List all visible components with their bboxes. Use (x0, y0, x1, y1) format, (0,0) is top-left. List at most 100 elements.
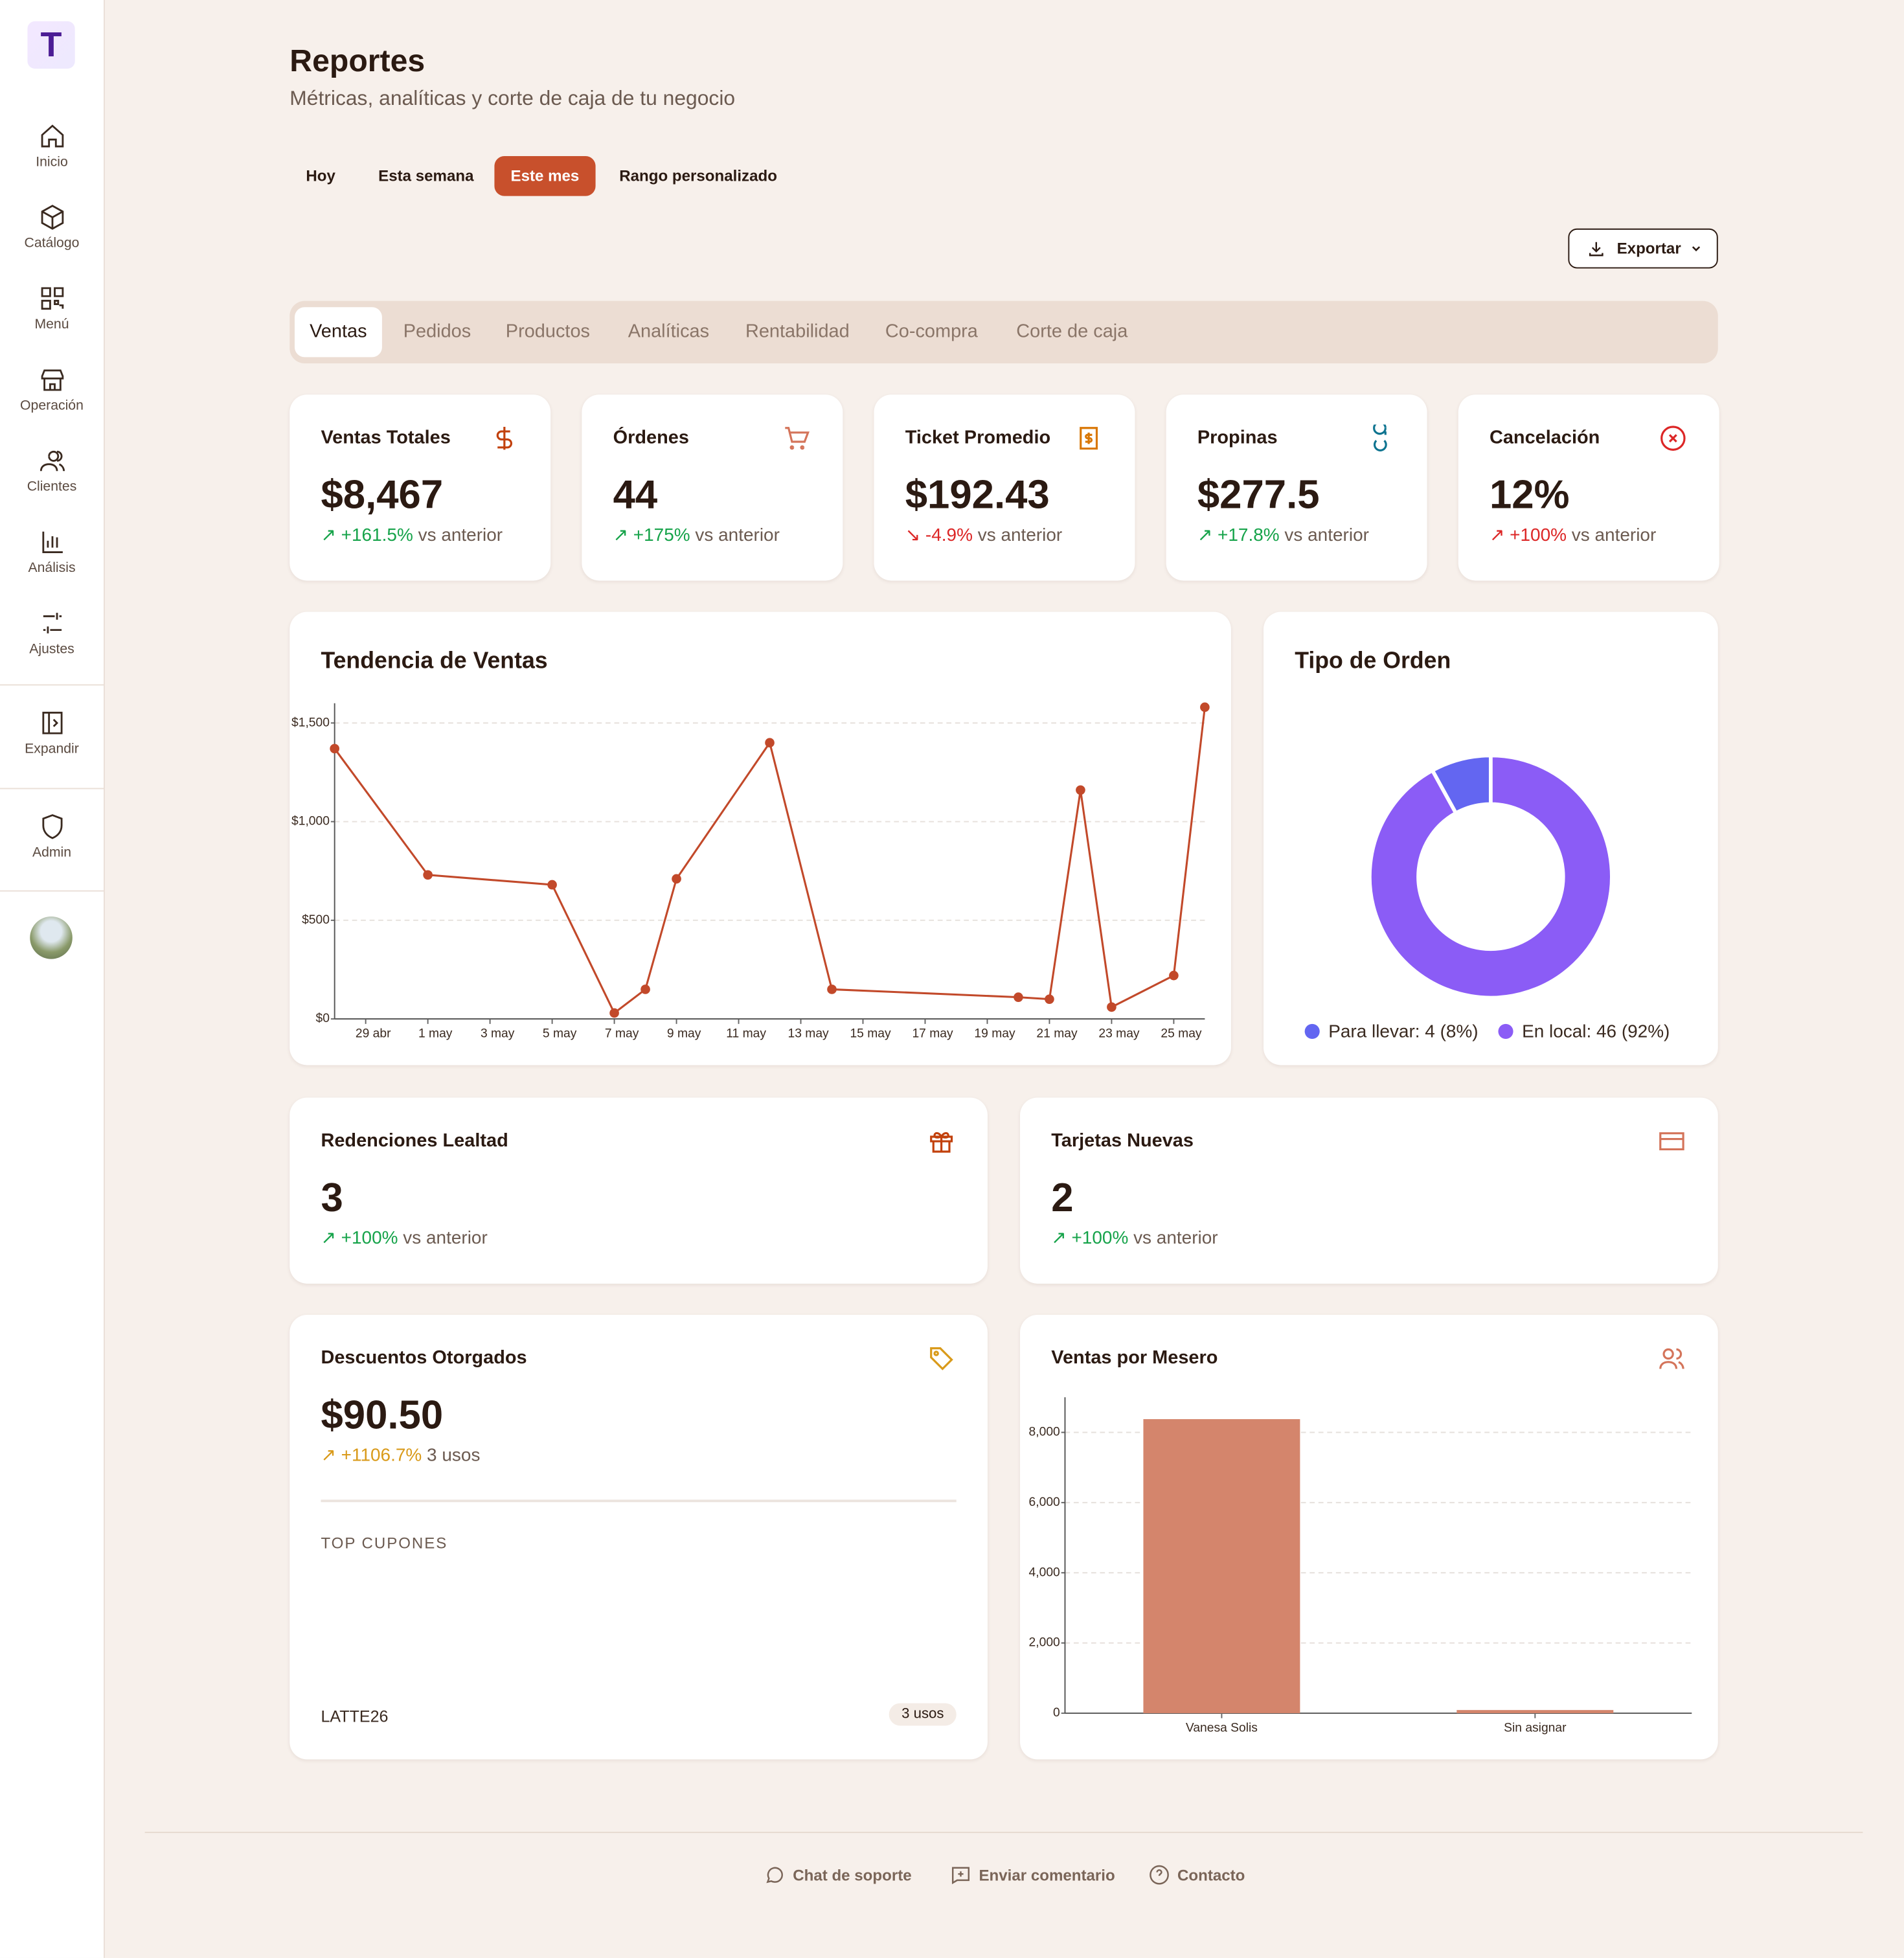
section-label: TOP CUPONES (321, 1534, 448, 1553)
card-suffix: vs anterior (1133, 1229, 1218, 1249)
tab[interactable]: Analíticas (628, 321, 710, 343)
period-button[interactable]: Hoy (306, 167, 335, 185)
x-tick-label: 5 may (543, 1027, 577, 1040)
tab[interactable]: Ventas (294, 307, 382, 358)
divider (0, 890, 104, 892)
trend-arrow: ↗ +100% (321, 1229, 398, 1249)
x-tick-label: 13 may (788, 1027, 829, 1040)
card-change-row: ↗ +100% vs anterior (1051, 1229, 1218, 1249)
chart-title: Tipo de Orden (1295, 646, 1451, 674)
y-tick-label: $1,000 (291, 815, 330, 828)
footer-link[interactable]: Chat de soporte (764, 1864, 912, 1885)
nav-label: Admin (32, 845, 72, 861)
card-icon (1373, 424, 1387, 451)
kpi-card: Redenciones Lealtad 3 ↗ +100% vs anterior (289, 1097, 988, 1284)
card-change-row: ↗ +100% vs anterior (321, 1229, 487, 1249)
y-tick-label: 6,000 (1029, 1496, 1060, 1509)
tab[interactable]: Productos (505, 321, 591, 343)
y-tick-label: $1,500 (291, 716, 330, 729)
line-chart: $0 $500 $1,000 $1,500 29 abr 1 may 3 may 5 may 7… (291, 702, 1210, 1040)
nav-label: Análisis (28, 560, 76, 576)
bar (1456, 1710, 1614, 1714)
nav-label: Expandir (25, 742, 79, 757)
x-tick-label: 7 may (605, 1027, 639, 1040)
card-icon (496, 427, 513, 450)
point (640, 985, 650, 994)
card-label: Tarjetas Nuevas (1051, 1130, 1194, 1152)
period-button[interactable]: Este mes (494, 155, 596, 196)
tab[interactable]: Rentabilidad (745, 321, 850, 343)
card-change: +1106.7% (341, 1446, 422, 1466)
card-value: 44 (613, 472, 658, 518)
card-change-row: ↗ +17.8% vs anterior (1197, 526, 1369, 546)
card-icon (785, 427, 810, 450)
point (1014, 992, 1023, 1002)
card-icon (930, 1132, 953, 1153)
nav-item[interactable]: Clientes (0, 447, 104, 494)
kpi-card: Ventas Totales $8,467 ↗ +161.5% vs anterio… (289, 394, 551, 581)
period-button[interactable]: Esta semana (378, 167, 474, 185)
card-change-row: ↗ +161.5% vs anterior (321, 526, 503, 546)
nav-item[interactable]: Expandir (0, 709, 104, 757)
tab[interactable]: Pedidos (403, 321, 471, 343)
trend-arrow: ↗ +161.5% (321, 525, 413, 546)
card-change-row: ↗ +100% vs anterior (1490, 526, 1656, 546)
card-suffix: 3 usos (427, 1446, 481, 1466)
card-suffix: vs anterior (418, 525, 503, 546)
donut-chart: Para llevar: 4 (8%) En local: 46 (92%) (1304, 753, 1670, 1042)
export-button[interactable]: Exportar (1568, 228, 1718, 269)
card-icon (1659, 1132, 1684, 1151)
card-label: Propinas (1197, 427, 1278, 449)
bar (1143, 1419, 1300, 1714)
nav-item[interactable]: Operación (0, 366, 104, 413)
nav-item[interactable]: Menú (0, 285, 104, 332)
chart-title: Ventas por Mesero (1051, 1347, 1218, 1369)
period-button[interactable]: Rango personalizado (619, 167, 777, 185)
card-change: -4.9% (925, 525, 973, 546)
avatar[interactable] (30, 916, 73, 959)
tab[interactable]: Co-compra (885, 321, 978, 343)
legend-label: En local: 46 (92%) (1522, 1021, 1670, 1042)
card-change: +17.8% (1218, 525, 1280, 546)
point (1169, 970, 1179, 981)
nav-item[interactable]: Ajustes (0, 609, 104, 657)
sales-trend-card: Tendencia de Ventas $0 $500 $1,000 $1,500 29… (289, 611, 1231, 1065)
x-tick-label: 3 may (481, 1027, 515, 1040)
divider (0, 684, 104, 686)
point (547, 880, 557, 890)
x-tick-label: 25 may (1161, 1027, 1202, 1040)
nav-item[interactable]: Inicio (0, 122, 104, 170)
discounts-card: Descuentos Otorgados $90.50 ↗ +1106.7% 3… (289, 1315, 988, 1760)
coupon-code: LATTE26 (321, 1707, 389, 1726)
card-icon (1080, 427, 1098, 450)
point (1107, 1002, 1116, 1012)
card-value: $277.5 (1197, 472, 1320, 518)
card-change-row: ↘ -4.9% vs anterior (905, 526, 1063, 546)
nav-label: Catálogo (24, 236, 80, 251)
tab[interactable]: Corte de caja (1016, 321, 1128, 343)
kpi-card: Cancelación 12% ↗ +100% vs anterior (1458, 394, 1719, 581)
footer-link[interactable]: Contacto (1149, 1864, 1245, 1885)
card-label: Ticket Promedio (905, 427, 1051, 449)
point (765, 738, 775, 748)
card-change-row: ↗ +175% vs anterior (613, 526, 780, 546)
card-change: +161.5% (341, 525, 413, 546)
nav-item[interactable]: Catálogo (0, 203, 104, 251)
sidebar: T Inicio Catálogo Menú Operación Clientes Aná… (0, 0, 105, 1958)
nav-label: Menú (34, 317, 69, 332)
card-label: Cancelación (1489, 427, 1600, 449)
nav-item[interactable]: Admin (0, 813, 104, 860)
card-value: $90.50 (321, 1392, 444, 1437)
divider (0, 788, 104, 790)
donut-segment (1368, 753, 1614, 1000)
footer-link[interactable]: Enviar comentario (950, 1864, 1115, 1885)
page-subtitle: Métricas, analíticas y corte de caja de … (289, 87, 736, 110)
card-value: 2 (1051, 1175, 1074, 1220)
y-tick-label: 8,000 (1029, 1426, 1060, 1439)
nav-item[interactable]: Análisis (0, 528, 104, 576)
card-label: Descuentos Otorgados (321, 1347, 527, 1369)
point (827, 985, 837, 994)
page-title: Reportes (289, 43, 425, 79)
footer-label: Contacto (1177, 1867, 1245, 1885)
